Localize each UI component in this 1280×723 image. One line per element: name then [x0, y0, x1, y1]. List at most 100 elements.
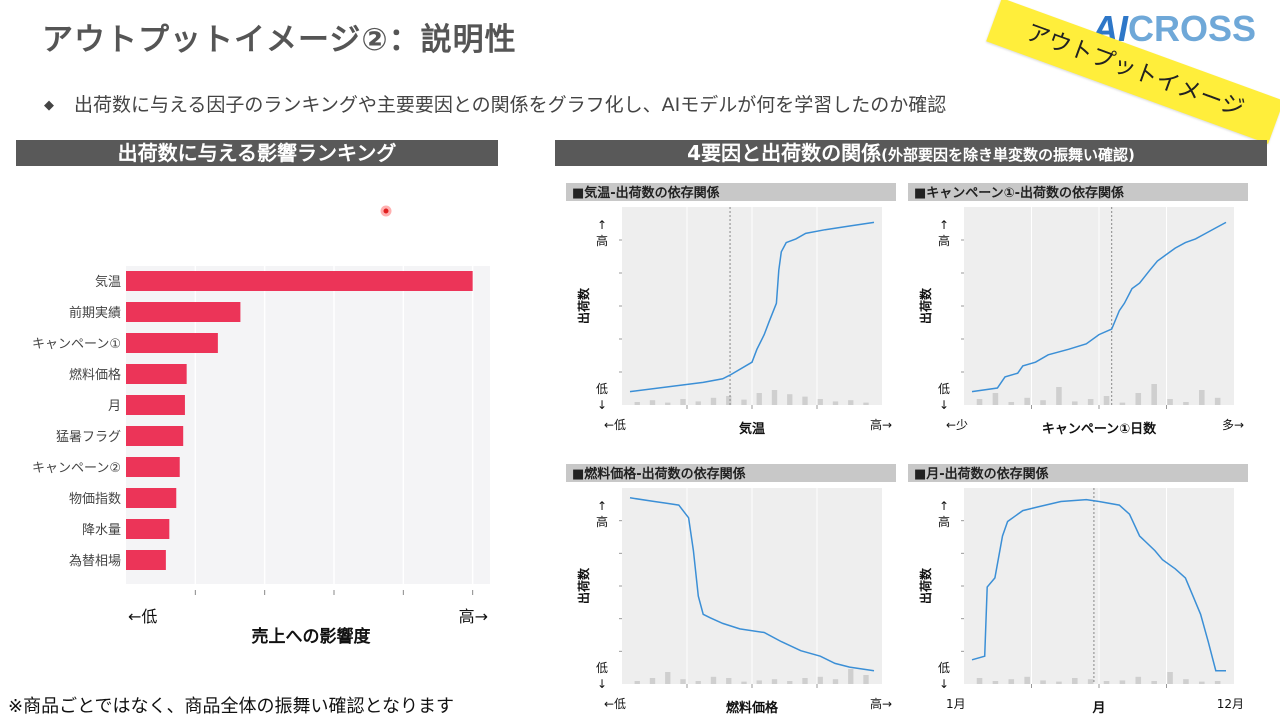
hist-bar	[756, 680, 762, 684]
hist-bar	[665, 672, 671, 684]
hist-bar	[1024, 397, 1030, 405]
panel-title-bar	[908, 183, 1248, 201]
hist-bar	[1119, 402, 1126, 405]
x-axis-label: 月	[1091, 701, 1105, 716]
diamond-bullet-icon: ◆	[44, 98, 54, 113]
category-label: 月	[108, 399, 121, 414]
hist-bar	[802, 678, 808, 684]
hist-bar	[1056, 387, 1062, 405]
category-label: 気温	[95, 274, 121, 290]
hist-bar	[787, 681, 793, 684]
hist-bar	[649, 400, 656, 405]
hist-bar	[1087, 399, 1094, 405]
bar-10	[126, 550, 166, 570]
pdp-month-chart: ■月-出荷数の依存関係 ↑高低 ↓ 出荷数 1月 12月 月	[908, 464, 1248, 720]
hist-bar	[848, 669, 854, 684]
hist-bar	[1214, 397, 1221, 405]
y-high-label: 高	[938, 233, 950, 248]
hist-bar	[756, 393, 762, 405]
hist-bar	[1056, 681, 1062, 684]
hist-bar	[817, 676, 823, 684]
bar-7	[126, 457, 180, 477]
y-high-label: 高	[596, 514, 608, 529]
hist-bar	[665, 402, 671, 405]
bar-3	[126, 333, 218, 353]
x-high-label: 高→	[870, 696, 892, 711]
hist-bar	[863, 402, 869, 405]
hist-bar	[1024, 676, 1030, 684]
x-axis-label: 売上への影響度	[252, 626, 372, 647]
x-high-label: 12月	[1217, 697, 1244, 711]
bar-8	[126, 488, 177, 508]
x-high-label: 高→	[870, 417, 892, 432]
hist-bar	[741, 681, 747, 684]
hist-bar	[1040, 400, 1046, 405]
hist-bar	[1199, 681, 1205, 684]
hist-bar	[1008, 402, 1015, 405]
x-high-label: 高→	[459, 607, 488, 626]
x-low-label: ←低	[604, 418, 626, 432]
x-axis-label: 燃料価格	[726, 700, 779, 716]
dependence-line	[629, 221, 875, 393]
hist-bar	[695, 401, 701, 405]
hist-bar	[726, 678, 732, 684]
hist-bar	[1040, 680, 1046, 684]
hist-bar	[771, 679, 778, 684]
relation-section-header: 4要因と出荷数の関係(外部要因を除き単変数の振舞い確認)	[555, 140, 1267, 166]
x-low-label: ←低	[604, 697, 626, 711]
x-low-label: ←少	[946, 418, 968, 432]
category-label: キャンペーン①	[32, 337, 121, 352]
hist-bar	[787, 394, 793, 405]
hist-bar	[863, 675, 869, 684]
y-down-arrow-icon: ↓	[597, 677, 607, 691]
y-axis-label: 出荷数	[918, 287, 933, 324]
category-label: 前期実績	[69, 305, 121, 321]
hist-bar	[1167, 672, 1173, 684]
bar-5	[126, 395, 185, 415]
hist-bar	[1214, 681, 1221, 684]
hist-bar	[817, 399, 823, 405]
hist-bar	[771, 390, 778, 405]
panel-title: ■燃料価格-出荷数の依存関係	[572, 466, 746, 482]
x-axis-label: キャンペーン①日数	[1042, 421, 1157, 437]
hist-bar	[992, 681, 999, 684]
y-axis-label: 出荷数	[576, 567, 591, 604]
hist-bar	[848, 400, 854, 405]
y-up-arrow-icon: ↑	[597, 499, 607, 513]
hist-bar	[832, 401, 839, 405]
category-label: 為替相場	[69, 553, 121, 569]
hist-bar	[1151, 384, 1157, 405]
pdp-temperature-chart: ■気温-出荷数の依存関係 ↑高低 ↓ 出荷数 ←低 高→ 気温	[566, 183, 896, 441]
y-high-label: 高	[938, 514, 950, 529]
bullet-text: ◆ 出荷数に与える因子のランキングや主要要因との関係をグラフ化し、AIモデルが何を…	[44, 94, 947, 116]
hist-bar	[649, 678, 656, 684]
y-high-label: 高	[596, 233, 608, 248]
category-label: 降水量	[82, 523, 121, 538]
y-axis-label: 出荷数	[576, 287, 591, 324]
pointer-dot	[380, 205, 392, 217]
y-low-label: 低	[596, 661, 608, 675]
hist-bar	[802, 396, 808, 405]
bar-6	[126, 426, 184, 446]
hist-bar	[1199, 390, 1205, 405]
panel-title-bar	[908, 464, 1248, 482]
hist-bar	[680, 679, 686, 684]
category-label: 猛暑フラグ	[56, 430, 121, 445]
hist-bar	[710, 676, 717, 684]
panel-title: ■気温-出荷数の依存関係	[572, 185, 720, 201]
pdp-fuel-price-chart: ■燃料価格-出荷数の依存関係 ↑高低 ↓ 出荷数 ←低 高→ 燃料価格	[566, 464, 896, 720]
hist-bar	[976, 399, 983, 405]
hist-bar	[976, 678, 983, 684]
y-down-arrow-icon: ↓	[939, 398, 949, 412]
dependence-line	[971, 498, 1226, 672]
panel-title: ■キャンペーン①-出荷数の依存関係	[914, 185, 1124, 201]
footnote: ※商品ごとではなく、商品全体の振舞い確認となります	[8, 696, 454, 717]
x-low-label: ←低	[128, 607, 157, 626]
hist-bar	[726, 396, 732, 405]
hist-bar	[695, 681, 701, 684]
pdp-campaign-chart: ■キャンペーン①-出荷数の依存関係 ↑高低 ↓ 出荷数 ←少 多→ キャンペーン①日数	[908, 183, 1248, 441]
panel-title: ■月-出荷数の依存関係	[914, 466, 1049, 482]
bar-9	[126, 519, 170, 539]
page-title: アウトプットイメージ②：説明性	[42, 22, 517, 58]
